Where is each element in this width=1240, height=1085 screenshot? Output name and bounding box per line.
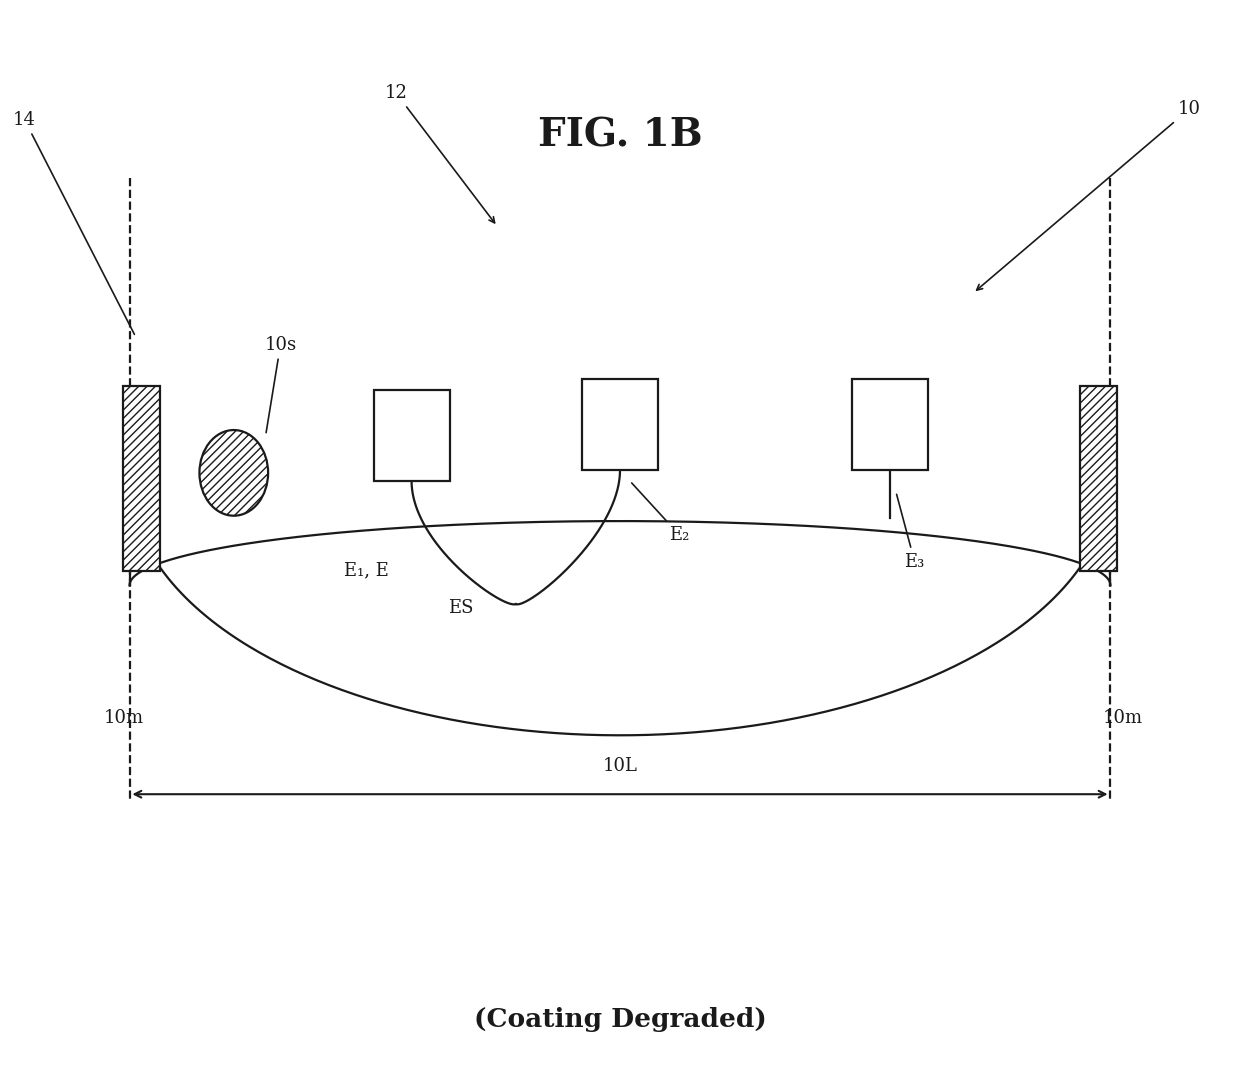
Bar (373, 390, 450, 481)
Text: E₃: E₃ (897, 495, 925, 571)
Text: 12: 12 (384, 84, 495, 222)
Bar (582, 379, 658, 470)
Text: 14: 14 (14, 111, 134, 334)
Bar (124, 385, 160, 571)
Ellipse shape (200, 430, 268, 515)
Text: 10m: 10m (1102, 709, 1143, 727)
Text: 10m: 10m (103, 709, 144, 727)
Text: E₂: E₂ (631, 483, 689, 544)
Text: 10L: 10L (603, 757, 637, 775)
Text: E₁, E: E₁, E (345, 561, 389, 579)
Text: FIG. 1B: FIG. 1B (538, 116, 702, 154)
Text: 10s: 10s (264, 335, 296, 433)
Text: 10: 10 (977, 100, 1200, 290)
Text: (Coating Degraded): (Coating Degraded) (474, 1007, 766, 1032)
Text: ES: ES (449, 599, 474, 616)
Bar (852, 379, 928, 470)
Bar (1080, 385, 1116, 571)
